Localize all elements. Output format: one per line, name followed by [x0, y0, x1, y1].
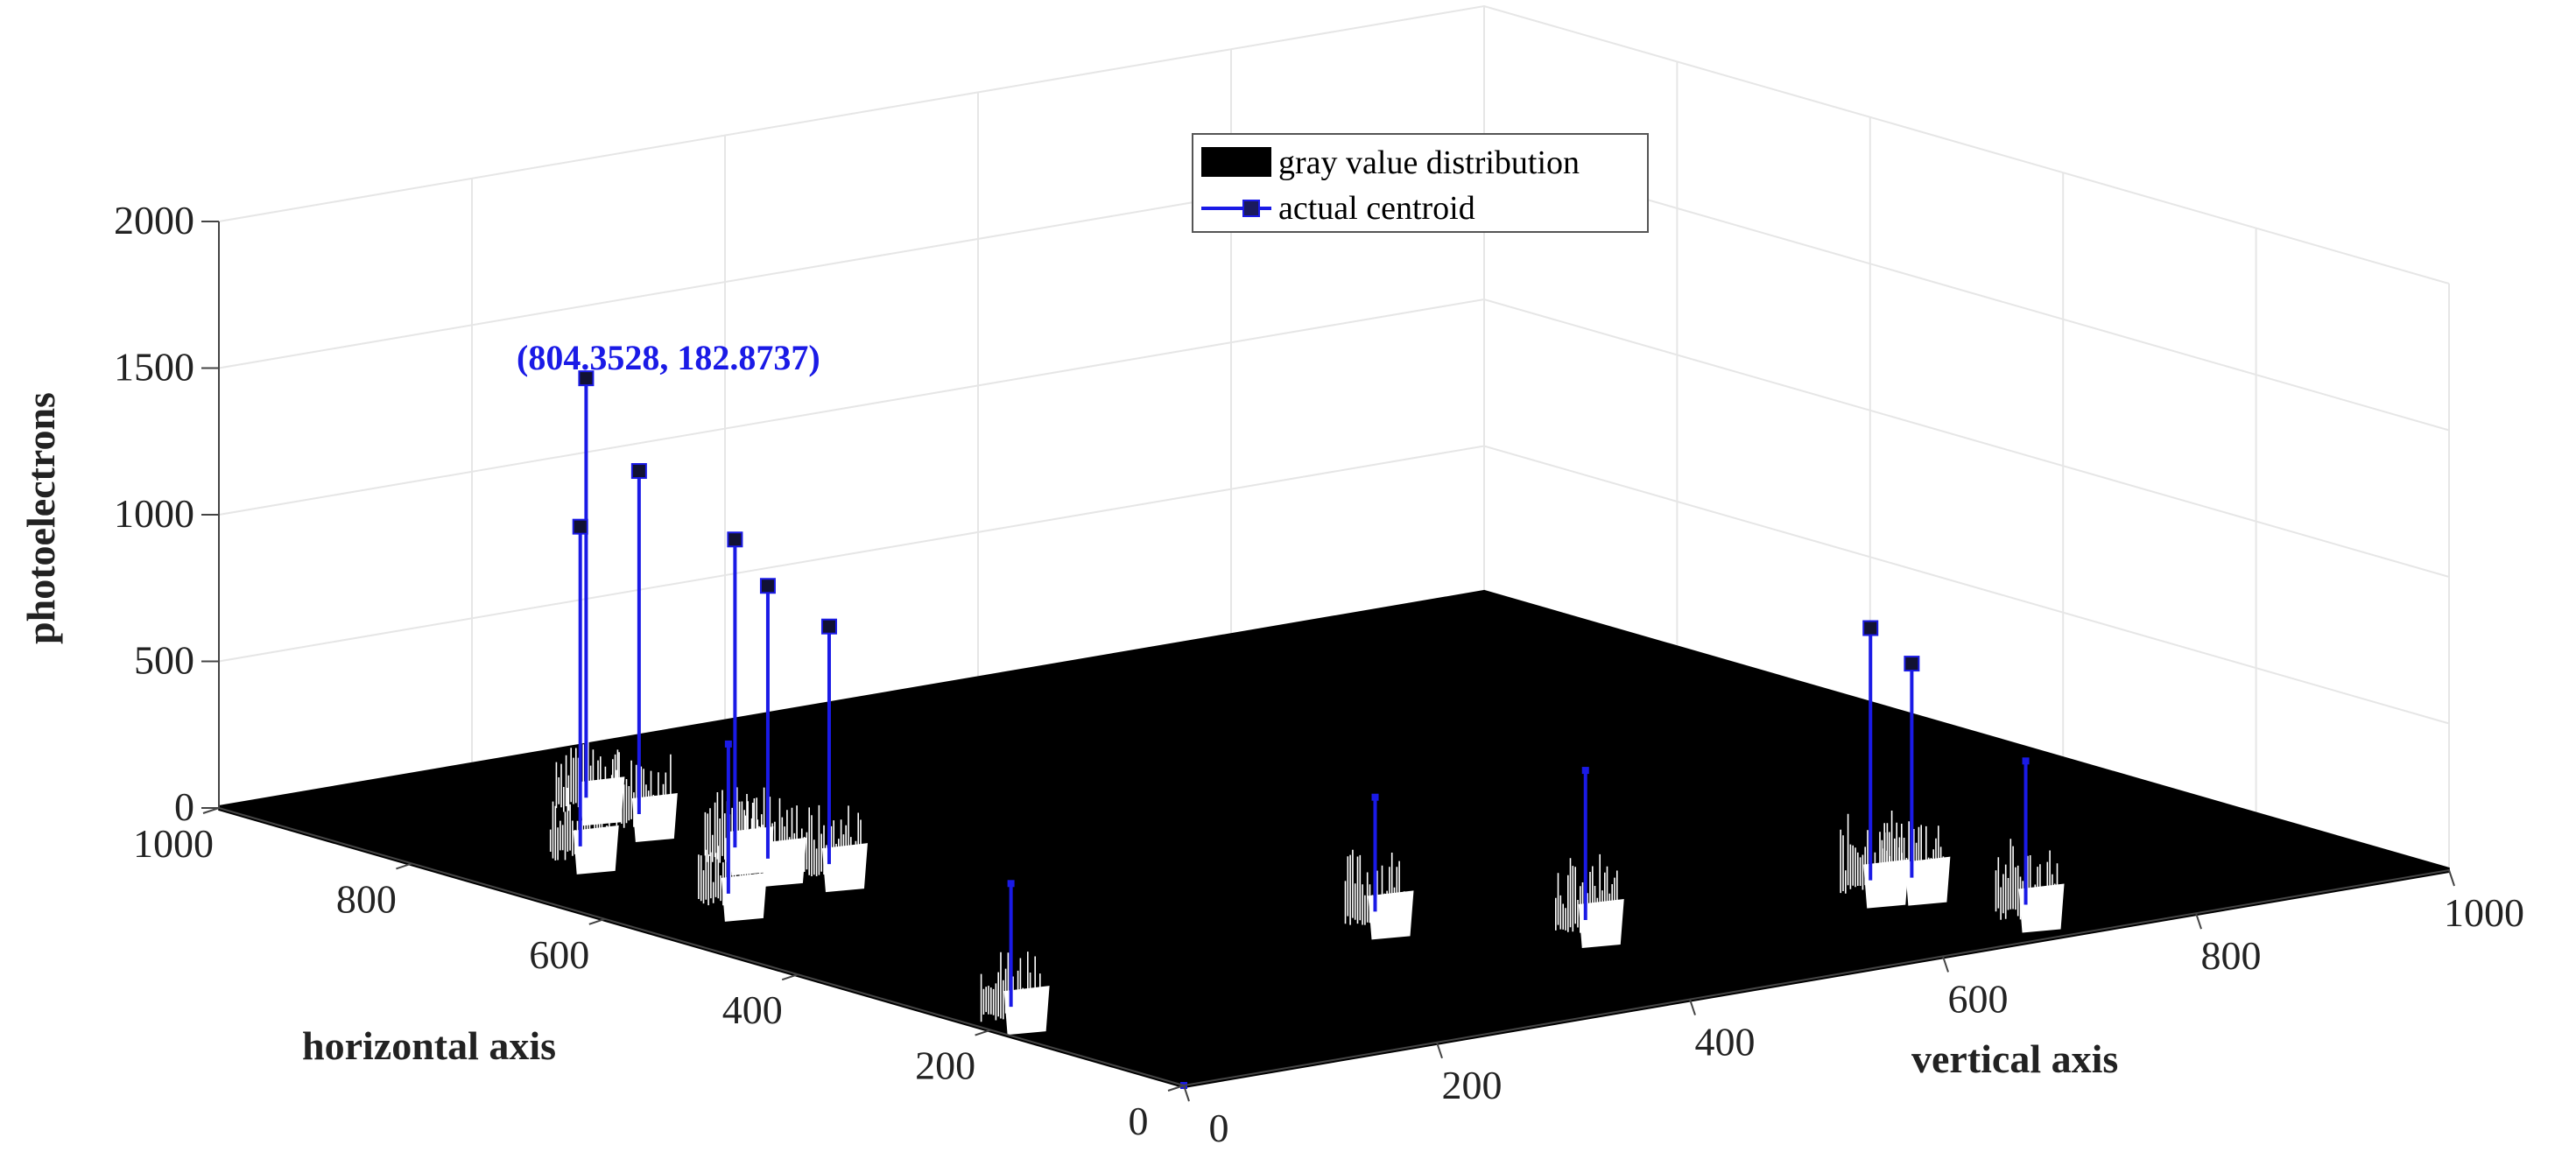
- x-tick-mark: [1436, 1042, 1443, 1059]
- x-tick-mark: [1183, 1085, 1190, 1102]
- gray-value-spike: [698, 838, 767, 922]
- gray-value-spike: [555, 734, 625, 826]
- legend-patch-icon: [1201, 147, 1271, 177]
- centroid-marker: [630, 463, 647, 480]
- z-axis-label: photoelectrons: [18, 392, 63, 644]
- spike-lines: [609, 752, 672, 830]
- spike-lines: [704, 787, 768, 863]
- x-tick-mark: [1689, 999, 1696, 1015]
- centroid-marker: [1581, 767, 1589, 775]
- y-tick-label: 600: [529, 932, 589, 977]
- legend-entry-actual-centroid: actual centroid: [1278, 190, 1475, 227]
- y-tick-label: 1000: [133, 821, 214, 866]
- x-tick-mark: [2195, 912, 2202, 930]
- gray-value-spike: [549, 788, 619, 875]
- centroid-marker: [1007, 880, 1015, 888]
- grid-line-z: [218, 4, 2450, 284]
- x-tick-label: 0: [1209, 1106, 1229, 1150]
- vertical-axis-label: vertical axis: [1911, 1036, 2118, 1081]
- x-tick-label: 600: [1948, 976, 2009, 1021]
- centroid-marker: [1904, 656, 1920, 672]
- x-tick-label: 800: [2201, 933, 2262, 978]
- centroid-marker: [578, 370, 595, 387]
- gray-value-spike: [980, 952, 1050, 1036]
- legend: gray value distribution actual centroid: [1192, 133, 1649, 233]
- spike-lines: [1344, 849, 1408, 928]
- z-tick-label: 500: [134, 638, 194, 683]
- z-tick-label: 1500: [114, 345, 194, 390]
- gray-value-spikes: [549, 734, 2065, 1036]
- x-tick-mark: [2448, 869, 2455, 887]
- centroid-marker: [1862, 620, 1879, 636]
- centroid-marker: [727, 531, 743, 548]
- centroid-marker: [2022, 757, 2030, 765]
- x-tick-label: 400: [1695, 1020, 1756, 1064]
- spike-lines: [555, 734, 619, 813]
- gray-value-spike: [609, 752, 678, 843]
- horizontal-axis-label: horizontal axis: [302, 1023, 556, 1068]
- y-tick-label: 400: [722, 987, 783, 1032]
- y-tick-label: 0: [1129, 1099, 1149, 1143]
- axis-labels: photoelectrons horizontal axis vertical …: [18, 392, 2118, 1081]
- spike-lines: [549, 788, 613, 861]
- grid-line-z: [218, 298, 2450, 578]
- spike-lines: [1555, 853, 1618, 936]
- y-tick-label: 200: [915, 1043, 975, 1088]
- y-axis-line: [218, 807, 1185, 1086]
- y-tick-mark: [396, 862, 412, 870]
- y-tick-label: 800: [336, 876, 397, 921]
- centroid-stems: [572, 370, 2030, 1089]
- gray-value-spike: [1995, 839, 2065, 933]
- y-tick-mark: [1167, 1085, 1185, 1092]
- z-tick-label: 1000: [114, 491, 194, 536]
- centroid-marker: [820, 618, 837, 635]
- x-axis-line: [1183, 869, 2450, 1086]
- y-tick-mark: [781, 973, 799, 981]
- z-tick-label: 0: [174, 784, 194, 829]
- centroid-marker: [724, 740, 732, 748]
- centroid-annotation: (804.3528, 182.8737): [517, 338, 820, 377]
- axes: 0500100015002000020040060080010000200400…: [114, 198, 2524, 1150]
- legend-marker-icon: [1242, 200, 1260, 217]
- spike-lines: [799, 804, 862, 880]
- gray-value-spike: [799, 804, 868, 893]
- y-tick-mark: [975, 1029, 991, 1036]
- y-tick-mark: [588, 917, 606, 925]
- spike-lines: [1995, 839, 2059, 920]
- spike-lines: [1881, 811, 1945, 894]
- spike-lines: [698, 838, 761, 910]
- y-tick-mark: [202, 807, 220, 814]
- gray-value-spike: [1344, 849, 1414, 940]
- x-tick-label: 1000: [2444, 890, 2524, 935]
- z-tick-label: 2000: [114, 198, 194, 242]
- gray-value-spike: [1555, 853, 1624, 948]
- x-tick-mark: [1942, 956, 1949, 973]
- centroid-marker: [572, 518, 588, 535]
- centroid-marker: [1371, 793, 1379, 801]
- gray-value-spike: [1881, 811, 1951, 906]
- spike-lines: [980, 952, 1044, 1022]
- gray-value-spike: [737, 797, 806, 887]
- legend-entry-gray-value: gray value distribution: [1278, 144, 1580, 181]
- x-tick-label: 200: [1442, 1063, 1503, 1107]
- annotations: (804.3528, 182.8737): [517, 338, 820, 377]
- centroid-marker: [759, 578, 776, 594]
